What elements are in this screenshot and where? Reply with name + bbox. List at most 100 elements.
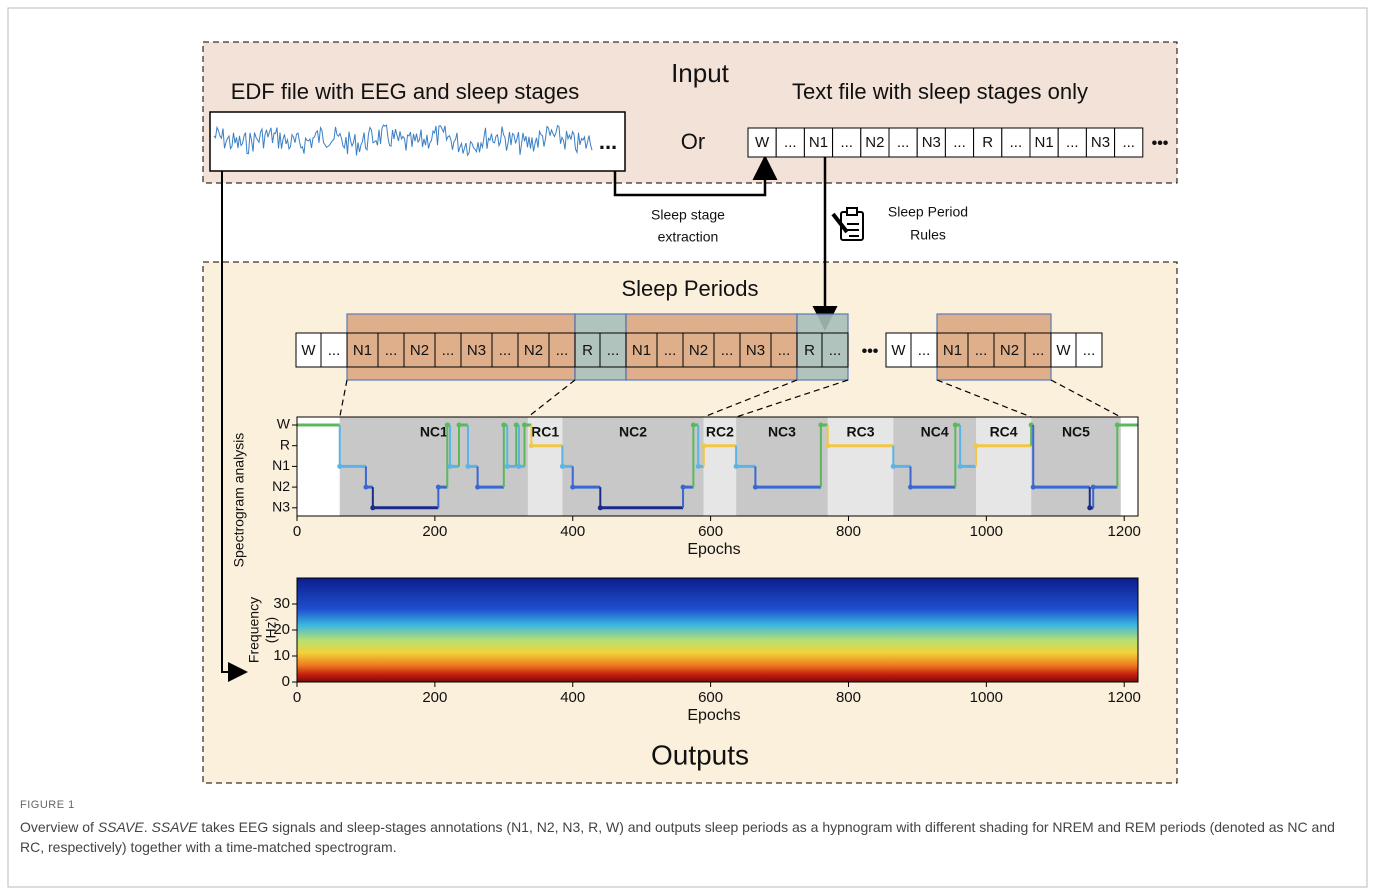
period-token: W <box>891 342 906 359</box>
stage-dot <box>1031 485 1036 490</box>
token: ... <box>953 134 966 151</box>
period-token: N2 <box>410 342 429 359</box>
stage-dot <box>363 485 368 490</box>
stage-dot <box>514 423 519 428</box>
outputs-title: Outputs <box>651 739 749 770</box>
clipboard-icon <box>833 208 863 240</box>
period-token: W <box>1056 342 1071 359</box>
edf-label: EDF file with EEG and sleep stages <box>231 79 580 104</box>
x-tick-label: 1000 <box>970 523 1003 540</box>
y-tick-label: W <box>277 416 291 432</box>
x-tick-label: 0 <box>293 523 301 540</box>
figure: Input EDF file with EEG and sleep stages… <box>0 0 1375 895</box>
stage-dot <box>1091 485 1096 490</box>
token: N3 <box>1091 134 1110 151</box>
stage-dot <box>436 485 441 490</box>
y-tick-label: N2 <box>272 478 290 494</box>
stage-dot <box>529 443 534 448</box>
period-token: N3 <box>467 342 486 359</box>
period-label: RC1 <box>531 424 559 440</box>
caption: Overview of SSAVE. SSAVE takes EEG signa… <box>20 817 1350 857</box>
stage-dot <box>891 464 896 469</box>
stage-dot <box>734 464 739 469</box>
x-tick-label: 800 <box>836 523 861 540</box>
stage-dot <box>696 464 701 469</box>
period-label: NC4 <box>921 424 949 440</box>
stage-dot <box>818 423 823 428</box>
period-token: N2 <box>689 342 708 359</box>
period-label: NC3 <box>768 424 796 440</box>
period-token: ... <box>1083 342 1096 359</box>
period-token: N1 <box>943 342 962 359</box>
stage-dot <box>522 423 527 428</box>
caption-text: . <box>144 819 152 835</box>
y-tick-label: N1 <box>272 457 290 473</box>
stage-dot <box>691 423 696 428</box>
token: ... <box>1122 134 1135 151</box>
spectrogram-ylabel: Frequency <box>246 597 262 663</box>
period-label: RC4 <box>990 424 1018 440</box>
token-more: ••• <box>1152 135 1169 152</box>
caption-italic: SSAVE <box>152 819 198 835</box>
spectrogram-xlabel: Epochs <box>687 707 740 724</box>
period-token: ... <box>607 342 620 359</box>
x-tick-label: 800 <box>836 689 861 706</box>
period-token: ... <box>829 342 842 359</box>
x-tick-label: 400 <box>560 523 585 540</box>
period-token: N2 <box>1000 342 1019 359</box>
period-label: NC5 <box>1062 424 1090 440</box>
page: Input EDF file with EEG and sleep stages… <box>0 0 1375 895</box>
token: N1 <box>809 134 828 151</box>
y-tick-label: R <box>280 436 290 452</box>
x-tick-label: 200 <box>422 689 447 706</box>
period-token: ... <box>721 342 734 359</box>
period-token: N3 <box>746 342 765 359</box>
token: ... <box>1010 134 1023 151</box>
spectrogram-image <box>297 578 1138 682</box>
x-tick-label: 1200 <box>1108 689 1141 706</box>
stage-dot <box>370 505 375 510</box>
stage-dot <box>337 464 342 469</box>
stage-dot <box>825 443 830 448</box>
period-token: R <box>804 342 815 359</box>
y-tick-label: 0 <box>282 673 290 690</box>
caption-label: FIGURE 1 <box>20 799 75 811</box>
caption-italic: SSAVE <box>98 819 144 835</box>
edf-ellipsis: ... <box>599 129 617 154</box>
stage-dot <box>1087 505 1092 510</box>
stage-dot <box>475 485 480 490</box>
stage-dot <box>598 505 603 510</box>
stage-dot <box>516 464 521 469</box>
x-tick-label: 0 <box>293 689 301 706</box>
period-token: ... <box>975 342 988 359</box>
token: R <box>982 134 993 151</box>
stage-dot <box>501 423 506 428</box>
x-tick-label: 1000 <box>970 689 1003 706</box>
period-token: ... <box>664 342 677 359</box>
row-more: ••• <box>862 343 879 360</box>
token: ... <box>840 134 853 151</box>
stage-dot <box>465 464 470 469</box>
period-label: RC2 <box>706 424 734 440</box>
y-tick-label: 30 <box>273 595 290 612</box>
stage-dot <box>445 423 450 428</box>
period-token: N2 <box>524 342 543 359</box>
period-token: ... <box>328 342 341 359</box>
stage-dot <box>908 485 913 490</box>
token: ... <box>1066 134 1079 151</box>
x-tick-label: 200 <box>422 523 447 540</box>
stage-dot <box>456 423 461 428</box>
period-token: N1 <box>353 342 372 359</box>
stage-dot <box>560 464 565 469</box>
period-label: NC1 <box>420 424 448 440</box>
x-tick-label: 600 <box>698 523 723 540</box>
stage-dot <box>953 423 958 428</box>
period-token: ... <box>1032 342 1045 359</box>
token: W <box>755 134 770 151</box>
y-tick-label: 20 <box>273 621 290 638</box>
y-tick-label: N3 <box>272 499 290 515</box>
caption-text: takes EEG signals and sleep-stages annot… <box>20 819 1335 855</box>
stage-dot <box>701 443 706 448</box>
text-file-label: Text file with sleep stages only <box>792 79 1088 104</box>
stage-dot <box>448 464 453 469</box>
